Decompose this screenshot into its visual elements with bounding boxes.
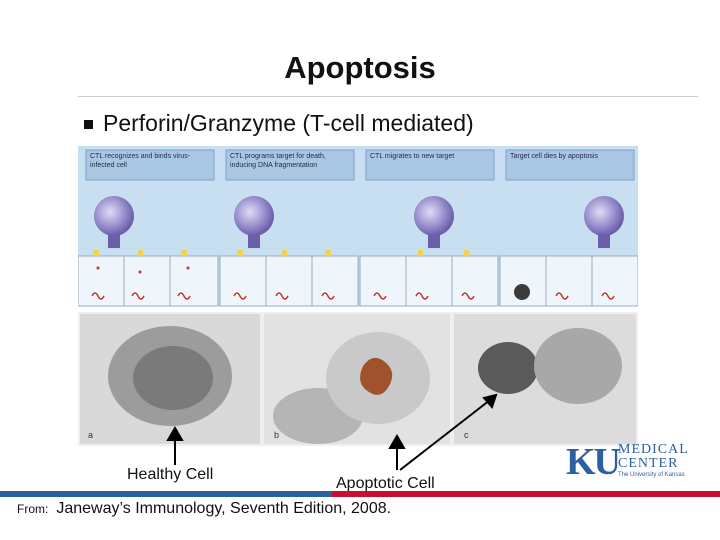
panel-3-caption: CTL migrates to new target [370, 153, 455, 160]
title-divider [78, 96, 698, 97]
logo-line-2: CENTER [618, 456, 679, 471]
panel-4: Target cell dies by apoptosis [499, 149, 638, 307]
footer-bar-blue [0, 491, 332, 497]
healthy-arrowhead-icon [166, 426, 184, 441]
apoptotic-arrow-right [399, 399, 491, 471]
micrograph-a-letter: a [88, 430, 93, 440]
ku-medical-center-logo: KU MEDICAL CENTER The University of Kans… [566, 438, 690, 486]
apoptotic-arrowhead-right-icon [482, 393, 498, 409]
bullet-text: Perforin/Granzyme (T-cell mediated) [103, 110, 474, 136]
source-prefix: From: [17, 502, 49, 516]
apoptotic-arrowhead-left-icon [388, 434, 406, 449]
square-bullet-icon [84, 120, 93, 129]
micrograph-b: b [264, 314, 450, 444]
ctl-cell-icon [584, 196, 624, 236]
panel-2-caption: CTL programs target for death, inducing … [230, 153, 326, 169]
panel-4-caption: Target cell dies by apoptosis [510, 153, 598, 160]
ctl-cell-icon [234, 196, 274, 236]
micrograph-a: a [80, 314, 260, 444]
footer-bar-red [332, 491, 720, 497]
ku-mark: KU [566, 441, 621, 483]
ctl-cell-icon [414, 196, 454, 236]
apoptotic-cell-label: Apoptotic Cell [336, 475, 435, 492]
panel-2: CTL programs target for death, inducing … [219, 149, 359, 307]
panel-1: CTL recognizes and binds virus-infected … [78, 149, 219, 307]
source-citation: From: Janeway’s Immunology, Seventh Edit… [17, 500, 391, 518]
apoptosis-figure: CTL recognizes and binds virus-infected … [78, 146, 638, 446]
micrograph-c-letter: c [464, 430, 469, 440]
micrograph-b-letter: b [274, 430, 279, 440]
source-text: Janeway’s Immunology, Seventh Edition, 2… [56, 500, 392, 517]
logo-line-1: MEDICAL [618, 442, 689, 457]
slide-title: Apoptosis [284, 50, 436, 85]
apoptotic-body-icon [514, 284, 530, 300]
healthy-cell-label: Healthy Cell [127, 466, 214, 483]
ctl-cell-icon [94, 196, 134, 236]
panel-1-caption: CTL recognizes and binds virus-infected … [90, 153, 191, 169]
micrograph-c: c [454, 314, 636, 444]
bullet-item: Perforin/Granzyme (T-cell mediated) [84, 110, 474, 137]
panel-3: CTL migrates to new target [359, 149, 499, 307]
logo-line-3: The University of Kansas [618, 472, 685, 478]
